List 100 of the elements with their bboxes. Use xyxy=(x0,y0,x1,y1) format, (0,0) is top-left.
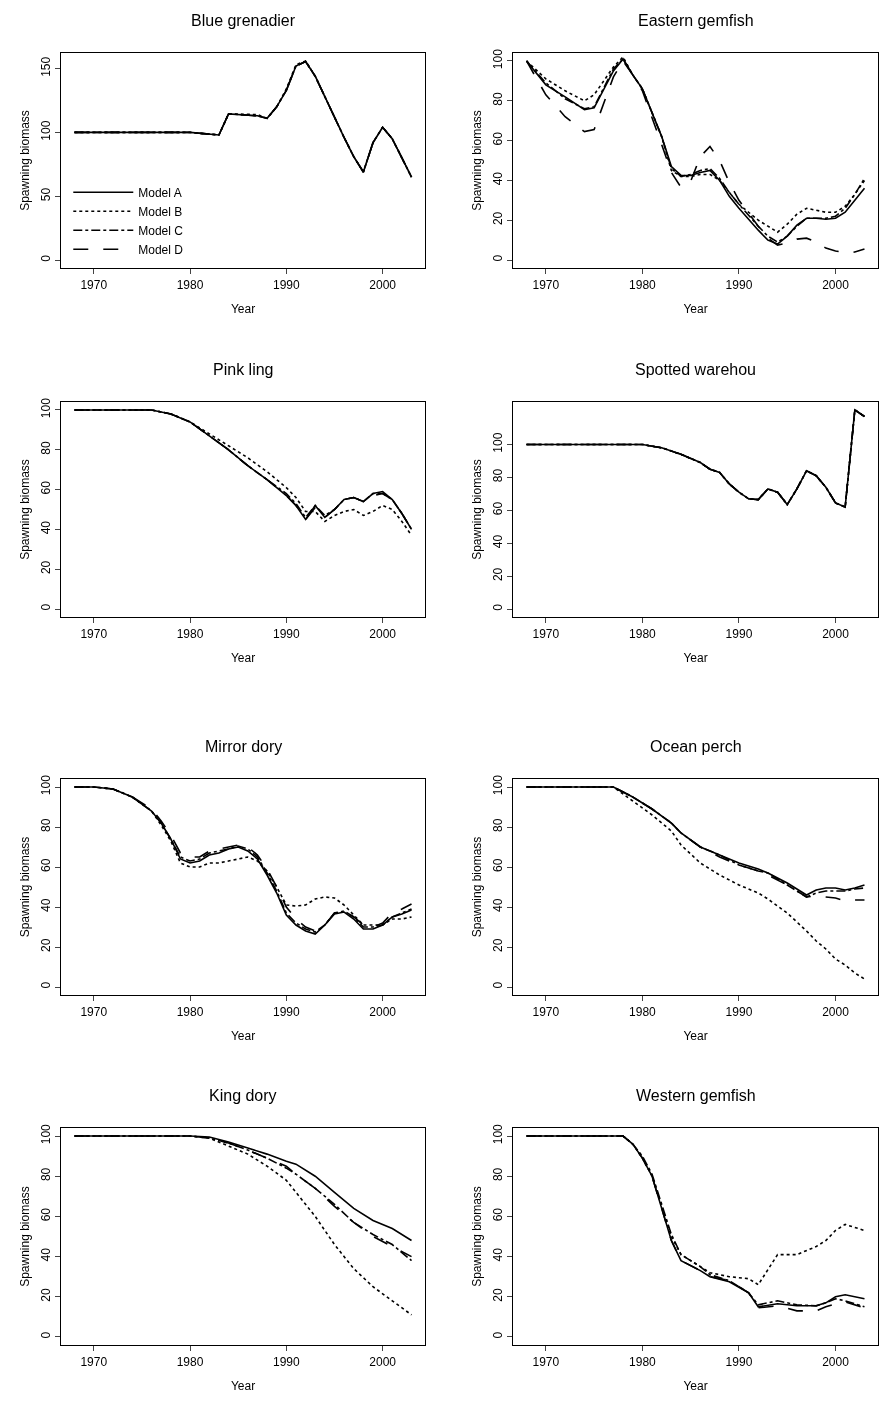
x-tick-label: 1980 xyxy=(176,1004,204,1019)
x-tick-label: 1980 xyxy=(629,1354,657,1369)
x-tick-label: 1990 xyxy=(272,277,300,292)
y-tick-label: 60 xyxy=(39,1207,54,1222)
y-axis-title: Spawning biomass xyxy=(470,459,485,560)
x-tick-label: 1970 xyxy=(532,1354,560,1369)
legend-label: Model A xyxy=(138,185,182,200)
x-tick-label: 2000 xyxy=(822,626,850,641)
y-tick-label: 60 xyxy=(491,1207,506,1222)
x-tick-label: 1970 xyxy=(532,1004,560,1019)
y-tick-label: 40 xyxy=(491,1247,506,1262)
y-tick-label: 100 xyxy=(39,1123,54,1145)
x-tick-label: 1990 xyxy=(725,277,753,292)
x-axis-title: Year xyxy=(683,651,708,666)
y-tick-label: 60 xyxy=(491,858,506,872)
legend-label: Model C xyxy=(138,223,184,238)
y-axis-title: Spawning biomass xyxy=(18,836,33,938)
y-tick-label: 100 xyxy=(491,1123,506,1145)
y-tick-label: 0 xyxy=(491,1331,506,1339)
x-tick-label: 1970 xyxy=(80,1004,108,1019)
y-tick-label: 40 xyxy=(39,898,54,912)
y-tick-label: 80 xyxy=(491,818,506,832)
x-tick-label: 1980 xyxy=(176,1354,204,1369)
y-tick-label: 0 xyxy=(491,603,506,611)
y-tick-label: 80 xyxy=(491,1167,506,1182)
y-axis-title: Spawning biomass xyxy=(18,1186,33,1287)
x-tick-label: 1990 xyxy=(725,626,753,641)
x-tick-label: 1970 xyxy=(80,1354,108,1369)
y-tick-label: 0 xyxy=(39,254,54,262)
y-tick-label: 40 xyxy=(39,1247,54,1262)
y-tick-label: 20 xyxy=(39,938,54,952)
y-tick-label: 100 xyxy=(491,432,506,453)
y-tick-label: 40 xyxy=(39,520,54,535)
y-axis-title: Spawning biomass xyxy=(470,836,485,938)
y-tick-label: 40 xyxy=(491,534,506,549)
y-tick-label: 80 xyxy=(39,440,54,455)
x-tick-label: 1980 xyxy=(176,626,204,641)
y-tick-label: 20 xyxy=(491,938,506,952)
chart-title: Blue grenadier xyxy=(191,12,296,29)
y-tick-label: 80 xyxy=(491,468,506,483)
x-tick-label: 1980 xyxy=(629,277,657,292)
y-tick-label: 40 xyxy=(491,171,506,186)
x-tick-label: 2000 xyxy=(369,1004,397,1019)
x-tick-label: 1990 xyxy=(725,1354,753,1369)
y-tick-label: 150 xyxy=(39,56,54,77)
y-tick-label: 80 xyxy=(39,1167,54,1182)
legend-label: Model D xyxy=(138,242,184,257)
y-tick-label: 0 xyxy=(39,1331,54,1339)
x-tick-label: 2000 xyxy=(369,277,397,292)
x-axis-title: Year xyxy=(683,1029,708,1044)
x-tick-label: 2000 xyxy=(822,277,850,292)
x-axis-title: Year xyxy=(230,302,256,317)
x-tick-label: 1970 xyxy=(532,277,560,292)
x-tick-label: 1980 xyxy=(176,277,204,292)
chart-title: Eastern gemfish xyxy=(638,12,754,29)
x-tick-label: 2000 xyxy=(369,1354,397,1369)
y-tick-label: 20 xyxy=(39,1287,54,1302)
y-tick-label: 0 xyxy=(491,981,506,989)
legend-label: Model B xyxy=(138,204,183,219)
y-tick-label: 20 xyxy=(491,567,506,582)
x-tick-label: 1970 xyxy=(532,626,560,641)
chart-title: Ocean perch xyxy=(650,738,742,755)
x-axis-title: Year xyxy=(230,1379,256,1394)
y-axis-title: Spawning biomass xyxy=(18,110,33,211)
y-tick-label: 100 xyxy=(491,48,506,70)
x-axis-title: Year xyxy=(230,1029,256,1044)
y-tick-label: 20 xyxy=(39,560,54,575)
y-tick-label: 50 xyxy=(39,187,54,202)
y-tick-label: 60 xyxy=(39,858,54,872)
x-tick-label: 1990 xyxy=(272,626,300,641)
chart-title: Pink ling xyxy=(213,361,274,378)
chart-title: Western gemfish xyxy=(636,1087,756,1104)
x-tick-label: 2000 xyxy=(822,1354,850,1369)
y-tick-label: 100 xyxy=(39,397,54,419)
y-axis-title: Spawning biomass xyxy=(470,1186,485,1287)
y-tick-label: 40 xyxy=(491,898,506,912)
x-tick-label: 2000 xyxy=(822,1004,850,1019)
y-tick-label: 80 xyxy=(491,91,506,106)
y-tick-label: 60 xyxy=(39,480,54,495)
x-tick-label: 2000 xyxy=(369,626,397,641)
x-tick-label: 1980 xyxy=(629,1004,657,1019)
x-tick-label: 1980 xyxy=(629,626,657,641)
y-tick-label: 100 xyxy=(39,774,54,796)
y-tick-label: 20 xyxy=(491,1287,506,1302)
x-axis-title: Year xyxy=(683,1379,708,1394)
x-tick-label: 1990 xyxy=(272,1354,300,1369)
y-tick-label: 60 xyxy=(491,501,506,516)
y-axis-title: Spawning biomass xyxy=(470,110,485,211)
x-tick-label: 1970 xyxy=(80,626,108,641)
x-tick-label: 1990 xyxy=(272,1004,300,1019)
y-tick-label: 60 xyxy=(491,131,506,146)
x-axis-title: Year xyxy=(683,302,708,317)
chart-title: King dory xyxy=(209,1087,277,1104)
x-tick-label: 1990 xyxy=(725,1004,753,1019)
y-tick-label: 100 xyxy=(39,120,54,141)
y-axis-title: Spawning biomass xyxy=(18,459,33,560)
y-tick-label: 0 xyxy=(39,603,54,611)
y-tick-label: 0 xyxy=(491,254,506,262)
chart-title: Mirror dory xyxy=(205,738,283,755)
y-tick-label: 80 xyxy=(39,818,54,832)
